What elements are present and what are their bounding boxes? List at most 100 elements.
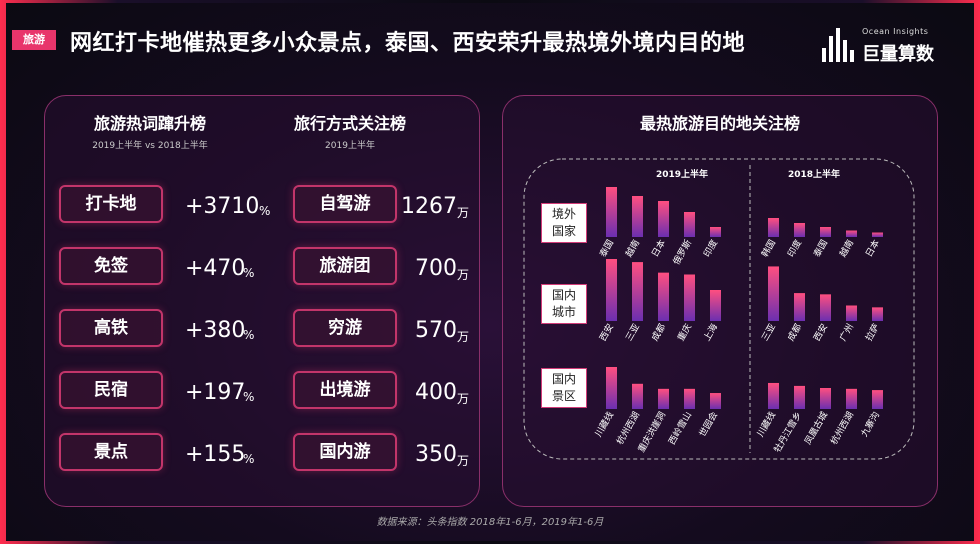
bar-category-label: 泰国 [811,238,830,260]
bar-category-label: 西安 [597,322,616,344]
bar-category-label: 三亚 [624,322,643,343]
col1-header: 旅游热词蹿升榜 2019上半年 vs 2018上半年 [55,110,245,151]
travel-mode-unit: 万 [457,268,470,282]
bar-category-label: 凤凰古城 [802,410,830,447]
bar [820,388,831,409]
bar [684,388,695,409]
bar [846,305,857,321]
bar [710,227,721,237]
travel-mode-value: 400 [415,380,457,405]
bar-category-label: 印度 [785,238,804,260]
bar-category-label: 重庆 [675,322,694,344]
bar-category-label: 川藏线 [592,410,616,439]
row-label-line: 境外 [551,207,576,221]
period-2018-label: 2018上半年 [788,168,840,180]
bar [872,307,883,321]
col1-title: 旅游热词蹿升榜 [93,114,206,133]
page-title: 网红打卡地催热更多小众景点，泰国、西安荣升最热境外境内目的地 [70,31,746,56]
bar-category-label: 俄罗斯 [670,238,694,267]
travel-mode-unit: 万 [457,330,470,344]
row-label-line: 景区 [551,389,576,403]
row-label-line: 国家 [551,224,576,238]
hotword-label: 景点 [59,433,163,471]
bar-category-label: 杭州西湖 [828,410,856,447]
bar [820,294,831,321]
hotword-value: +470 [185,256,246,281]
bar-category-label: 日本 [863,238,882,260]
bar-category-label: 广州 [837,322,856,344]
bar [768,266,779,321]
bar [606,187,617,237]
bar-category-label: 越南 [623,238,642,260]
bar-category-label: 杭州西湖 [614,410,642,447]
bar [872,390,883,409]
hotword-value: +155 [185,442,246,467]
bar-category-label: 九寨沟 [858,410,882,439]
col2-title: 旅行方式关注榜 [293,114,406,133]
bar [658,388,669,409]
hotword-value: +197 [185,380,246,405]
hotword-value: +380 [185,318,246,343]
travel-mode-label: 穷游 [293,309,397,347]
hotword-label: 民宿 [59,371,163,409]
row-label-overseas: 境外 国家 [541,203,587,243]
logo-subtitle: Ocean Insights [862,27,929,36]
dashed-frame [523,158,915,460]
bar [846,230,857,237]
bar-category-label: 西安 [811,322,830,344]
hotword-unit: % [243,452,255,466]
row-label-domestic-scenic: 国内 景区 [541,368,587,408]
travel-mode-value: 1267 [401,194,457,219]
travel-mode-label: 国内游 [293,433,397,471]
bar [794,385,805,409]
col1-subtitle: 2019上半年 vs 2018上半年 [92,141,208,151]
travel-mode-unit: 万 [457,454,470,468]
hotword-unit: % [243,328,255,342]
row-label-line: 城市 [551,305,576,319]
category-tag: 旅游 [12,30,56,50]
col2-header: 旅行方式关注榜 2019上半年 [255,110,445,151]
hotword-label: 高铁 [59,309,163,347]
bar [710,393,721,409]
travel-mode-label: 出境游 [293,371,397,409]
bar-category-label: 泰国 [597,238,616,260]
hotword-unit: % [243,390,255,404]
bar-category-label: 日本 [649,238,668,260]
bar-category-label: 韩国 [759,238,778,260]
hotword-value: +3710 [185,194,260,219]
bar-category-label: 越南 [837,238,856,260]
hotword-label: 免签 [59,247,163,285]
logo-bars-icon [822,28,856,62]
bar [872,232,883,237]
bar [632,262,643,321]
destinations-chart: 2019上半年 2018上半年 泰国 越南 日本 俄罗斯 印度 韩国 印度 泰国 越南 日本西安三… [523,158,915,460]
bars-layer: 泰国 越南 日本 俄罗斯 印度 韩国 印度 泰国 越南 日本西安 三亚 成都 重庆 上海 三亚 成都 西安 广州拉… [592,187,883,454]
travel-mode-label: 自驾游 [293,185,397,223]
bar-category-label: 西岭雪山 [666,410,694,447]
bar [632,196,643,237]
brand-logo: Ocean Insights 巨量算数 [822,20,952,68]
bar [606,367,617,409]
row-label-line: 国内 [551,288,576,302]
bar [768,218,779,237]
bar-category-label: 成都 [785,322,804,344]
travel-mode-label: 旅游团 [293,247,397,285]
bar [794,223,805,237]
travel-mode-value: 700 [415,256,457,281]
bar [846,388,857,409]
bar-category-label: 印度 [701,238,720,260]
travel-mode-value: 570 [415,318,457,343]
bar-category-label: 三亚 [760,322,779,343]
data-source: 数据来源：头条指数 2018年1-6月，2019年1-6月 [376,517,604,528]
travel-mode-unit: 万 [457,392,470,406]
period-2019-label: 2019上半年 [656,168,708,180]
row-label-line: 国内 [551,372,576,386]
row-label-domestic-city: 国内 城市 [541,284,587,324]
logo-name: 巨量算数 [862,44,934,65]
hotword-unit: % [259,204,271,218]
bar [658,201,669,237]
hotword-unit: % [243,266,255,280]
bar [820,227,831,237]
travel-mode-value: 350 [415,442,457,467]
hotword-label: 打卡地 [59,185,163,223]
